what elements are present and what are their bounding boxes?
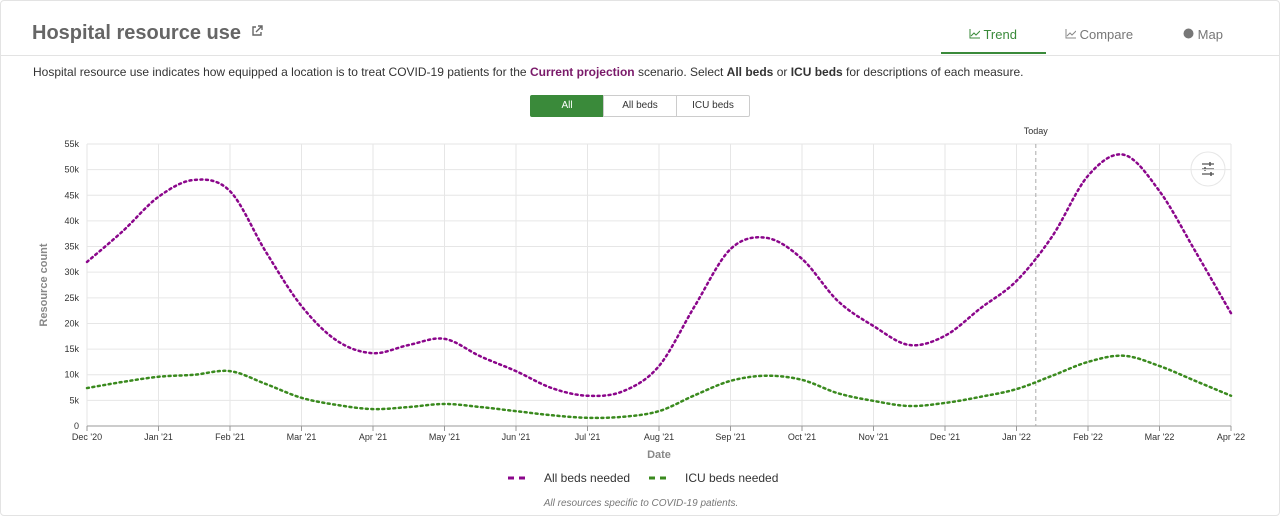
y-tick-label: 45k	[64, 190, 79, 200]
x-tick-label: Sep '21	[715, 432, 745, 442]
x-tick-label: Jun '21	[502, 432, 531, 442]
y-tick-label: 40k	[64, 216, 79, 226]
y-axis-title: Resource count	[38, 243, 50, 326]
x-tick-label: Dec '21	[930, 432, 960, 442]
x-tick-label: Mar '22	[1145, 432, 1175, 442]
y-tick-label: 5k	[69, 395, 79, 405]
tab-label: Compare	[1079, 27, 1134, 42]
y-tick-label: 55k	[64, 139, 79, 149]
x-tick-label: Apr '21	[359, 432, 387, 442]
toggle-button[interactable]: ICU beds	[676, 95, 750, 117]
x-tick-label: Dec '20	[72, 432, 102, 442]
x-tick-label: Feb '22	[1073, 432, 1103, 442]
x-tick-label: Jan '21	[144, 432, 173, 442]
y-tick-label: 25k	[64, 293, 79, 303]
text-bold: All beds	[726, 65, 774, 79]
tab-trend[interactable]: Trend	[941, 27, 1045, 42]
text: Hospital resource use indicates how equi…	[33, 65, 530, 79]
series-line	[85, 153, 1233, 398]
description: Hospital resource use indicates how equi…	[33, 65, 1023, 79]
header: Hospital resource use Trend Compare Map	[1, 1, 1279, 56]
toggle-group: All All beds ICU beds	[530, 95, 750, 117]
x-tick-label: Oct '21	[788, 432, 816, 442]
tab-map[interactable]: Map	[1151, 27, 1255, 42]
x-tick-label: May '21	[429, 432, 460, 442]
page-title: Hospital resource use	[32, 22, 241, 44]
today-label: Today	[1024, 126, 1049, 136]
x-tick-label: Nov '21	[858, 432, 888, 442]
y-tick-label: 30k	[64, 267, 79, 277]
x-tick-label: Feb '21	[215, 432, 245, 442]
legend-label: ICU beds needed	[685, 471, 778, 485]
tab-label: Trend	[983, 27, 1017, 42]
series-line	[85, 354, 1233, 420]
x-tick-label: Mar '21	[287, 432, 317, 442]
x-tick-label: Jan '22	[1002, 432, 1031, 442]
plot	[86, 143, 1232, 427]
legend-item[interactable]: All beds needed	[508, 471, 630, 485]
y-tick-label: 50k	[64, 165, 79, 175]
settings-button[interactable]	[1190, 151, 1226, 187]
y-tick-label: 0	[74, 421, 79, 431]
text: or	[773, 65, 791, 79]
y-tick-label: 35k	[64, 242, 79, 252]
x-tick-label: Apr '22	[1217, 432, 1245, 442]
globe-icon	[1183, 28, 1194, 39]
x-axis-title: Date	[647, 449, 671, 461]
y-tick-label: 20k	[64, 318, 79, 328]
x-tick-label: Aug '21	[644, 432, 674, 442]
footnote: All resources specific to COVID-19 patie…	[543, 498, 739, 509]
scenario-link[interactable]: Current projection	[529, 65, 635, 79]
y-tick-label: 10k	[64, 370, 79, 380]
active-tab-indicator	[941, 52, 1046, 54]
text: for descriptions of each measure.	[842, 65, 1024, 79]
legend-label: All beds needed	[544, 471, 630, 485]
trend-icon	[969, 29, 981, 39]
tab-compare[interactable]: Compare	[1047, 27, 1151, 42]
text-bold: ICU beds	[790, 65, 843, 79]
text: scenario. Select	[634, 65, 727, 79]
chart: 0 5k 10k 15k 20k 25k 30k 35k 40k 45k 50k 55k Dec '20…	[38, 126, 1245, 509]
tab-label: Map	[1197, 27, 1223, 42]
y-tick-label: 15k	[64, 344, 79, 354]
external-link-icon[interactable]	[251, 25, 263, 37]
x-tick-label: Jul '21	[575, 432, 601, 442]
legend-item[interactable]: ICU beds needed	[649, 471, 778, 485]
compare-icon	[1065, 29, 1077, 39]
toggle-button[interactable]: All beds	[603, 95, 677, 117]
toggle-button[interactable]: All	[530, 95, 604, 117]
